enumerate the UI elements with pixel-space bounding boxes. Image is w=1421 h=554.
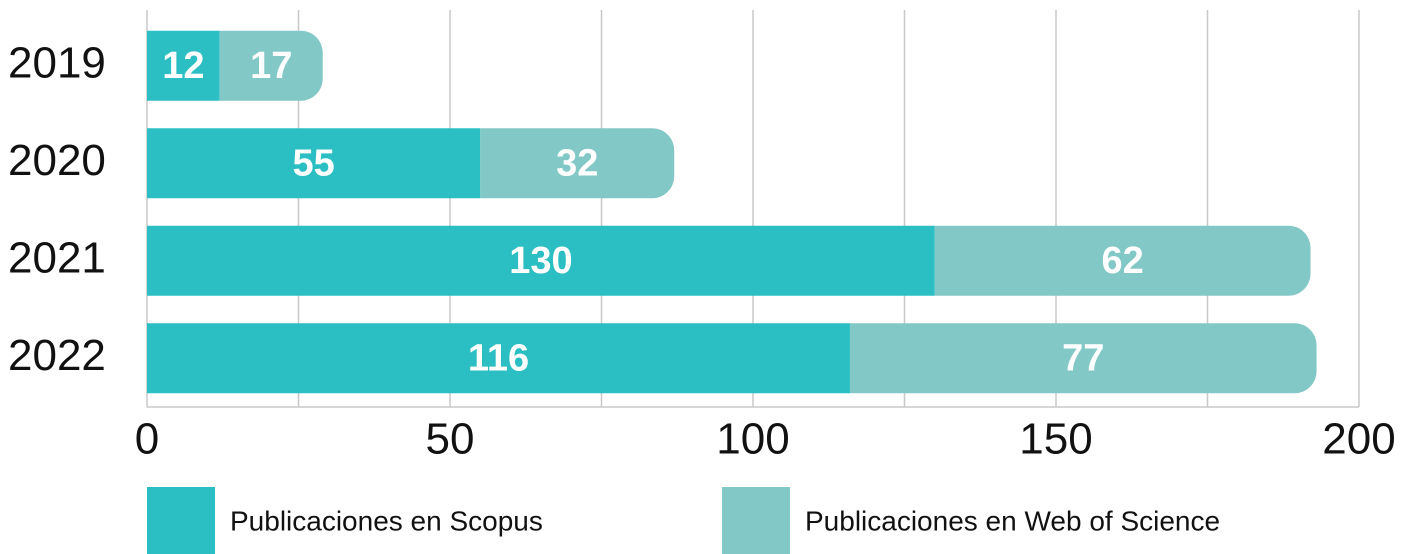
category-label: 2021 — [8, 233, 106, 282]
value-label: 17 — [250, 45, 292, 87]
bar-segment — [147, 30, 220, 101]
x-tick-label: 200 — [1322, 415, 1395, 464]
x-tick-label: 0 — [135, 415, 159, 464]
legend-swatch — [722, 487, 790, 554]
category-label: 2020 — [8, 136, 106, 185]
bar-segment — [147, 323, 850, 394]
value-label: 130 — [509, 240, 572, 282]
category-label: 2022 — [8, 331, 106, 380]
bar-segment — [849, 323, 1317, 394]
x-tick-label: 50 — [426, 415, 475, 464]
value-label: 77 — [1062, 337, 1104, 379]
x-tick-label: 100 — [716, 415, 789, 464]
value-label: 12 — [162, 45, 204, 87]
bar-segment — [934, 225, 1311, 296]
value-label: 32 — [556, 142, 598, 184]
legend-label: Publicaciones en Scopus — [230, 505, 543, 536]
bar-segment — [219, 30, 323, 101]
bar-segment — [480, 128, 675, 199]
value-label: 62 — [1102, 240, 1144, 282]
legend-swatch — [147, 487, 215, 554]
bar-segment — [147, 225, 935, 296]
category-label: 2019 — [8, 38, 106, 87]
value-label: 55 — [293, 142, 335, 184]
bar-segment — [147, 128, 481, 199]
value-label: 116 — [468, 337, 529, 379]
legend-label: Publicaciones en Web of Science — [805, 505, 1220, 536]
x-tick-label: 150 — [1019, 415, 1092, 464]
